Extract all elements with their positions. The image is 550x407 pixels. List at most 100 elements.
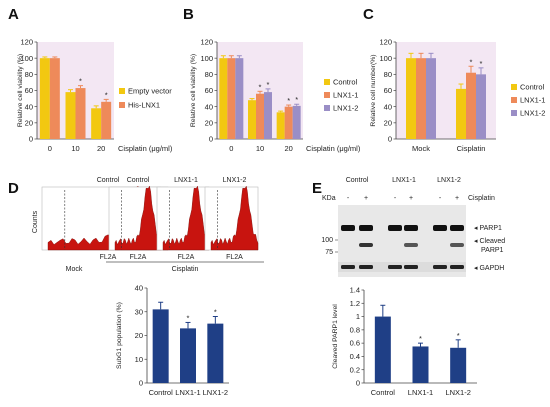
- significance-star: *: [287, 96, 290, 105]
- panel-label-d: D: [8, 180, 19, 197]
- significance-star: *: [259, 82, 262, 91]
- y-tick-label: 1.2: [350, 299, 360, 308]
- legend-label: Control: [333, 78, 358, 87]
- y-tick-label: 40: [135, 284, 143, 293]
- y-tick-label: 80: [205, 70, 213, 79]
- y-tick-label: 0.8: [350, 325, 360, 334]
- y-tick-label: 100: [379, 54, 392, 63]
- histogram-title: LNX1-1: [174, 177, 198, 184]
- bar: [406, 58, 416, 139]
- x-tick-label: Cisplatin: [457, 144, 486, 153]
- histogram-x-label: FL2A: [178, 254, 195, 261]
- significance-star: *: [214, 308, 217, 317]
- band-parp1: [433, 225, 447, 231]
- bar: [466, 72, 476, 139]
- histogram: [114, 185, 162, 251]
- y-tick-label: 60: [205, 86, 213, 95]
- bar: [75, 88, 86, 139]
- label-cleaved-parp1: PARP1: [481, 247, 504, 254]
- bar: [284, 106, 293, 139]
- x-tick-label: 10: [71, 144, 79, 153]
- band-gapdh: [388, 265, 402, 269]
- x-tick-label: 20: [284, 144, 292, 153]
- band-parp1: [359, 225, 373, 231]
- x-tick-label: Control: [149, 388, 174, 397]
- bar: [219, 58, 228, 139]
- legend-swatch: [511, 84, 517, 90]
- band-cleaved-parp1: [359, 243, 373, 247]
- legend-swatch: [324, 79, 330, 85]
- group-label-mock: Mock: [66, 266, 83, 273]
- significance-star: *: [419, 334, 422, 343]
- band-cleaved-parp1: [450, 243, 464, 247]
- bar: [91, 108, 102, 139]
- lane-sign: -: [347, 195, 350, 202]
- label-gapdh: ◂ GAPDH: [474, 265, 504, 272]
- panel-label-a: A: [8, 6, 19, 23]
- bar: [456, 88, 466, 139]
- western-blot: Control LNX1-1 LNX1-2 KDa - + - + - + Cisplatin ◂ P…: [321, 177, 505, 277]
- legend-label: LNX1-1: [333, 91, 358, 100]
- lane-sign: +: [409, 195, 413, 202]
- band-gapdh: [433, 265, 447, 269]
- y-tick-label: 1.4: [350, 286, 360, 295]
- lane-group-label: LNX1-2: [437, 177, 461, 184]
- band-gapdh: [404, 265, 418, 269]
- bar: [207, 323, 224, 383]
- y-tick-label: 0.6: [350, 339, 360, 348]
- kda-label: KDa: [322, 195, 336, 202]
- y-tick-label: 40: [25, 102, 33, 111]
- band-parp1: [388, 225, 402, 231]
- legend-swatch: [119, 102, 125, 108]
- bar: [374, 316, 391, 383]
- legend-label: His-LNX1: [128, 101, 160, 110]
- y-tick-label: 20: [25, 118, 33, 127]
- significance-star: *: [457, 331, 460, 340]
- bar: [180, 328, 196, 383]
- bar: [476, 74, 486, 139]
- y-tick-label: 0.4: [350, 352, 360, 361]
- band-gapdh: [359, 265, 373, 269]
- y-tick-label: 100: [200, 54, 213, 63]
- y-tick-label: 20: [205, 118, 213, 127]
- histogram-y-label: Counts: [32, 210, 39, 233]
- band-parp1: [450, 225, 464, 231]
- x-tick-label: LNX1-2: [203, 388, 228, 397]
- flow-cytometry-histograms: Control FL2A Control FL2A LNX1-1 FL2A LNX1-2 FL…: [32, 177, 264, 273]
- lane-sign: +: [455, 195, 459, 202]
- bar: [39, 58, 50, 139]
- y-tick-label: 0: [29, 135, 33, 144]
- y-tick-label: 0.2: [350, 365, 360, 374]
- bar: [227, 58, 236, 139]
- y-tick-label: 80: [25, 70, 33, 79]
- y-tick-label: 120: [379, 38, 392, 47]
- x-tick-label: 0: [229, 144, 233, 153]
- chart-e: 0 0.2 0.4 0.6 0.8 1 1.2 1.4 Cleaved PARP1 level C…: [332, 286, 477, 397]
- band-gapdh: [341, 265, 355, 269]
- chart-d: 0 10 20 30 40 SubG1 population (%) Control * LNX…: [116, 284, 229, 397]
- y-tick-label: 0: [356, 379, 360, 388]
- band-parp1: [404, 225, 418, 231]
- significance-star: *: [267, 80, 270, 89]
- x-tick-label: Mock: [412, 144, 430, 153]
- significance-star: *: [79, 77, 82, 86]
- y-axis-label: Cleaved PARP1 level: [332, 304, 339, 369]
- bar: [426, 58, 436, 139]
- panel-label-b: B: [183, 6, 194, 23]
- legend-label: LNX1-2: [520, 109, 545, 118]
- bar: [248, 100, 256, 139]
- band-cleaved-parp1: [404, 243, 418, 247]
- lane-sign: -: [394, 195, 397, 202]
- bar: [276, 112, 285, 139]
- y-tick-label: 0: [209, 135, 213, 144]
- legend-swatch: [511, 97, 517, 103]
- y-tick-label: 20: [135, 331, 143, 340]
- legend-label: Empty vector: [128, 87, 172, 96]
- x-tick-label: 0: [48, 144, 52, 153]
- y-tick-label: 120: [20, 38, 33, 47]
- x-tick-label: LNX1-1: [175, 388, 200, 397]
- y-tick-label: 120: [200, 38, 213, 47]
